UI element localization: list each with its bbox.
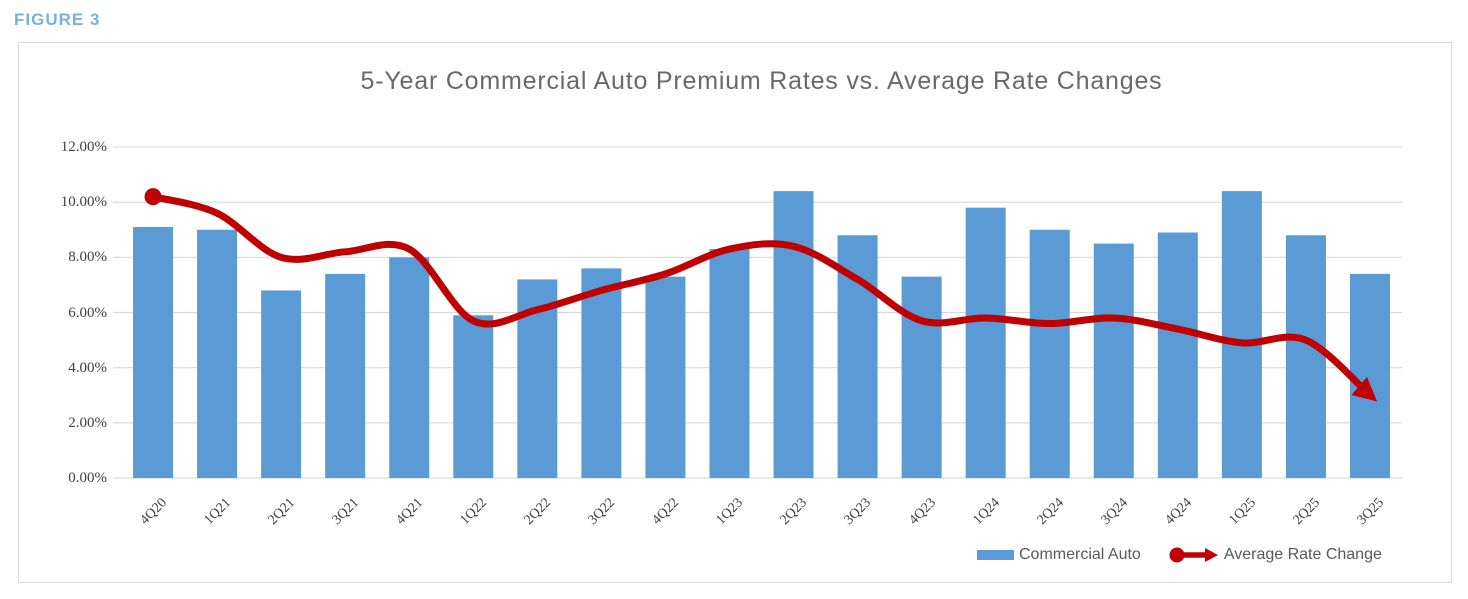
y-tick-label-8.00%: 8.00% <box>68 249 107 266</box>
x-tick-label-4Q20: 4Q20 <box>137 495 170 528</box>
chart-title: 5-Year Commercial Auto Premium Rates vs.… <box>360 67 1163 95</box>
bar-4Q20 <box>133 226 174 478</box>
x-tick-label-2Q21: 2Q21 <box>265 495 299 528</box>
bar-2Q24 <box>1029 229 1070 478</box>
bar-4Q21 <box>389 257 430 478</box>
x-tick-label-2Q22: 2Q22 <box>521 495 555 528</box>
bar-1Q22 <box>453 315 494 478</box>
legend-item-commercial-auto: Commercial Auto <box>977 546 1141 564</box>
x-tick-label-3Q22: 3Q22 <box>585 495 619 528</box>
x-tick-label-1Q21: 1Q21 <box>201 495 235 528</box>
legend-arrowhead-icon <box>1204 548 1218 562</box>
x-tick-label-2Q25: 2Q25 <box>1290 495 1323 528</box>
y-tick-label-4.00%: 4.00% <box>68 359 107 376</box>
legend-label-commercial-auto: Commercial Auto <box>1019 546 1141 563</box>
y-tick-label-10.00%: 10.00% <box>60 194 107 211</box>
y-tick-label-6.00%: 6.00% <box>68 304 107 321</box>
bar-4Q24 <box>1157 232 1198 478</box>
x-tick-label-4Q21: 4Q21 <box>393 495 427 528</box>
legend-dot <box>1169 547 1185 563</box>
x-tick-label-3Q21: 3Q21 <box>329 495 363 528</box>
x-tick-label-1Q22: 1Q22 <box>457 495 491 528</box>
x-tick-label-4Q24: 4Q24 <box>1162 495 1195 528</box>
x-tick-label-2Q24: 2Q24 <box>1034 495 1067 528</box>
bar-2Q25 <box>1285 235 1326 478</box>
line-start-dot <box>144 188 162 206</box>
y-tick-label-0.00%: 0.00% <box>68 470 107 486</box>
bar-series-swatch <box>977 550 1014 560</box>
bar-2Q23 <box>773 191 814 478</box>
y-tick-label-12.00%: 12.00% <box>60 139 107 155</box>
bar-1Q25 <box>1221 191 1262 478</box>
x-tick-label-1Q25: 1Q25 <box>1226 495 1259 528</box>
x-tick-label-4Q23: 4Q23 <box>905 495 939 528</box>
x-tick-label-3Q25: 3Q25 <box>1354 495 1387 528</box>
bar-2Q21 <box>261 290 302 478</box>
y-tick-label-2.00%: 2.00% <box>68 414 107 431</box>
bar-3Q22 <box>581 268 622 478</box>
chart-container: 5-Year Commercial Auto Premium Rates vs.… <box>18 42 1452 583</box>
line-arrow-icon <box>1169 547 1218 563</box>
x-tick-label-3Q23: 3Q23 <box>841 495 875 528</box>
x-tick-label-2Q23: 2Q23 <box>777 495 811 528</box>
bar-1Q24 <box>965 207 1006 478</box>
bar-3Q25 <box>1349 273 1390 478</box>
bar-4Q22 <box>645 276 686 478</box>
plot-area <box>113 146 1402 479</box>
legend: Commercial Auto Average Rate Change <box>977 545 1382 565</box>
x-tick-label-1Q23: 1Q23 <box>713 495 747 528</box>
x-tick-label-4Q22: 4Q22 <box>649 495 683 528</box>
bar-1Q23 <box>709 249 750 478</box>
average-rate-change-line <box>149 193 1378 402</box>
bar-1Q21 <box>197 229 238 478</box>
bar-3Q21 <box>325 273 366 478</box>
legend-label-average-rate-change: Average Rate Change <box>1223 546 1382 563</box>
figure-label: FIGURE 3 <box>14 10 101 29</box>
x-tick-label-3Q24: 3Q24 <box>1098 495 1131 528</box>
bar-3Q24 <box>1093 243 1134 478</box>
x-tick-label-1Q24: 1Q24 <box>970 495 1003 528</box>
bar-4Q23 <box>901 276 942 478</box>
legend-item-average-rate-change: Average Rate Change <box>1169 545 1382 565</box>
